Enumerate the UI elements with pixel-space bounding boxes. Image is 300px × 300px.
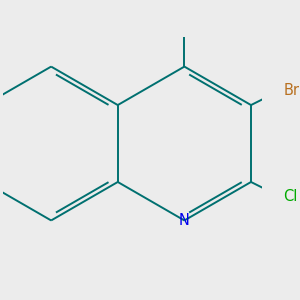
Text: Br: Br: [284, 83, 299, 98]
Text: N: N: [179, 213, 190, 228]
Text: Cl: Cl: [284, 189, 298, 204]
